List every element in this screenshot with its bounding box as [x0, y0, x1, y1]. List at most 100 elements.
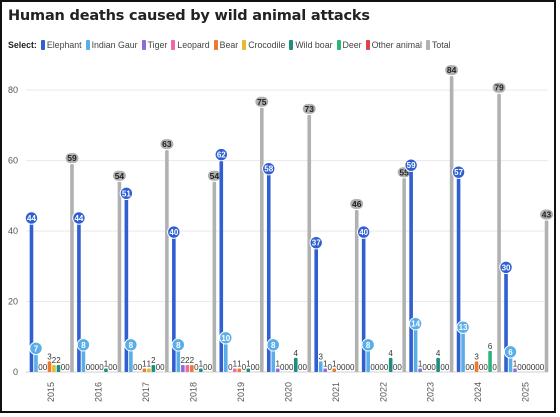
x-tick-label: 2021	[331, 382, 341, 402]
data-label-tiger-2015: 0	[38, 363, 43, 372]
bar-indian-gaur-2019[interactable]	[223, 336, 228, 372]
bar-tiger-2025[interactable]	[513, 368, 517, 372]
legend-item-indian-gaur[interactable]: Indian Gaur	[85, 40, 138, 50]
legend-item-deer[interactable]: Deer	[336, 40, 362, 50]
data-label-tiger-2025: 1	[513, 359, 518, 368]
bar-elephant-2025[interactable]	[504, 266, 508, 372]
bar-total-2019[interactable]	[259, 107, 264, 372]
bar-bear-2021[interactable]	[332, 368, 337, 372]
x-tick-label: 2015	[46, 382, 56, 402]
bar-crocodile-2015[interactable]	[52, 364, 56, 372]
bar-bear-2015[interactable]	[47, 361, 52, 372]
data-label-bear-2022: 0	[379, 363, 384, 372]
bar-wild-boar-2018[interactable]	[199, 368, 203, 372]
data-label-deer-2025: 0	[535, 363, 540, 372]
data-label-other-animal-2025: 0	[540, 363, 545, 372]
data-label-bg	[445, 65, 459, 76]
bar-tiger-2021[interactable]	[323, 368, 328, 372]
bar-leopard-2019[interactable]	[232, 368, 237, 372]
legend-item-total[interactable]: Total	[425, 40, 451, 50]
data-label-indian-gaur-2022: 8	[366, 341, 371, 350]
bar-wild-boar-2016[interactable]	[104, 368, 108, 372]
data-label-bear-2017: 1	[142, 359, 147, 368]
data-label-indian-gaur-2016: 8	[81, 341, 86, 350]
data-label-crocodile-2020: 0	[289, 363, 294, 372]
bar-elephant-2023[interactable]	[409, 164, 413, 372]
y-tick-label: 20	[8, 297, 18, 307]
bar-total-2022[interactable]	[402, 178, 406, 372]
bar-bear-2018[interactable]	[190, 364, 194, 372]
legend-item-crocodile[interactable]: Crocodile	[242, 40, 285, 50]
bar-total-2018[interactable]	[212, 181, 217, 372]
legend-item-leopard[interactable]: Leopard	[171, 40, 210, 50]
data-label-wild-boar-2022: 4	[388, 349, 393, 358]
data-label-bg	[72, 211, 86, 225]
bar-tiger-2020[interactable]	[275, 368, 280, 372]
bar-wild-boar-2015[interactable]	[56, 364, 61, 372]
bar-leopard-2018[interactable]	[185, 364, 190, 372]
bar-indian-gaur-2024[interactable]	[461, 326, 465, 372]
legend-item-other-animal[interactable]: Other animal	[365, 40, 422, 50]
data-label-tiger-2022: 0	[370, 363, 375, 372]
data-label-deer-2019: 0	[251, 363, 256, 372]
bar-indian-gaur-2021[interactable]	[318, 361, 323, 372]
bar-wild-boar-2020[interactable]	[293, 357, 298, 372]
legend-swatch	[336, 40, 341, 50]
bar-tiger-2023[interactable]	[418, 368, 422, 372]
legend-item-elephant[interactable]: Elephant	[40, 40, 82, 50]
data-label-leopard-2019: 1	[233, 359, 238, 368]
chart-title: Human deaths caused by wild animal attac…	[8, 8, 370, 24]
data-label-total-2025: 43	[542, 210, 552, 220]
bar-deer-2024[interactable]	[488, 350, 492, 372]
bar-elephant-2021[interactable]	[314, 241, 319, 372]
data-label-indian-gaur-2021: 3	[318, 352, 323, 361]
data-label-elephant-2018: 40	[169, 228, 178, 237]
bar-elephant-2024[interactable]	[456, 171, 461, 372]
bar-bear-2024[interactable]	[474, 361, 479, 372]
bar-wild-boar-2017[interactable]	[151, 364, 156, 372]
legend-item-bear[interactable]: Bear	[213, 40, 238, 50]
data-label-total-2023: 84	[447, 65, 457, 75]
bar-wild-boar-2023[interactable]	[436, 357, 440, 372]
bar-elephant-2016[interactable]	[77, 217, 81, 372]
data-label-leopard-2020: 0	[280, 363, 285, 372]
bar-elephant-2015[interactable]	[29, 217, 34, 372]
data-label-crocodile-2015: 2	[52, 356, 57, 365]
y-tick-label: 60	[8, 156, 18, 166]
bar-total-2016[interactable]	[117, 181, 122, 372]
data-label-bear-2021: 1	[332, 359, 337, 368]
bar-crocodile-2017[interactable]	[147, 368, 151, 372]
legend-swatch	[365, 40, 370, 50]
bar-wild-boar-2022[interactable]	[388, 357, 393, 372]
x-tick-label: 2025	[521, 382, 531, 402]
data-label-total-2017: 63	[162, 139, 172, 149]
bar-indian-gaur-2023[interactable]	[413, 322, 418, 372]
data-label-total-2019: 75	[257, 97, 267, 107]
bar-elephant-2020[interactable]	[266, 167, 271, 372]
bar-total-2021[interactable]	[354, 209, 359, 372]
x-tick-label: 2020	[283, 382, 293, 402]
bar-total-2025[interactable]	[544, 220, 549, 372]
legend-item-wild-boar[interactable]: Wild boar	[289, 40, 333, 50]
data-label-bear-2020: 0	[285, 363, 290, 372]
legend-item-tiger[interactable]: Tiger	[141, 40, 167, 50]
bar-total-2017[interactable]	[165, 150, 169, 372]
data-label-indian-gaur-2024: 13	[459, 323, 468, 332]
bar-total-2024[interactable]	[497, 93, 501, 373]
data-label-total-2018: 54	[210, 171, 220, 181]
bar-elephant-2018[interactable]	[172, 231, 176, 372]
bar-tiger-2018[interactable]	[181, 364, 185, 372]
bar-total-2020[interactable]	[307, 114, 312, 372]
data-label-tiger-2023: 1	[418, 359, 423, 368]
bar-wild-boar-2019[interactable]	[246, 368, 251, 372]
bar-elephant-2017[interactable]	[124, 192, 129, 372]
bar-elephant-2019[interactable]	[219, 153, 224, 372]
bar-bear-2017[interactable]	[142, 368, 147, 372]
bar-total-2023[interactable]	[449, 76, 454, 372]
data-label-bg	[309, 235, 323, 250]
data-label-total-2016: 54	[115, 171, 125, 181]
bar-total-2015[interactable]	[70, 164, 74, 372]
data-label-tiger-2021: 1	[323, 359, 328, 368]
bar-bear-2019[interactable]	[237, 368, 242, 372]
bar-elephant-2022[interactable]	[361, 231, 366, 372]
